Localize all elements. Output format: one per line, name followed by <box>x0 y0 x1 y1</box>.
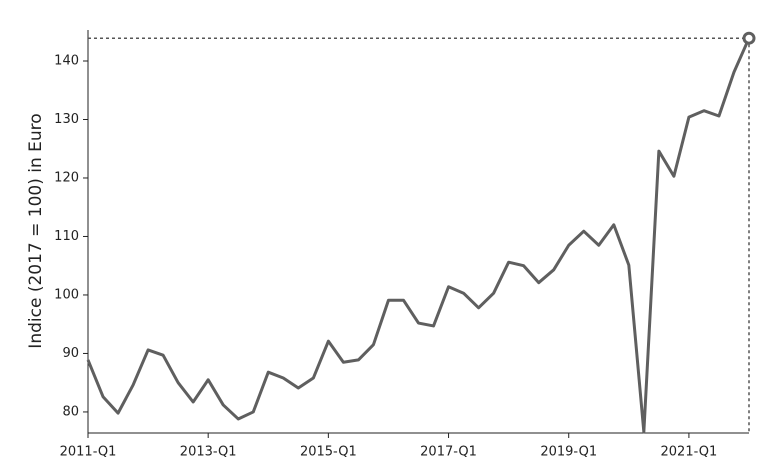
x-tick-label: 2019-Q1 <box>540 445 597 460</box>
y-tick-label: 110 <box>54 229 79 244</box>
y-tick-label: 100 <box>54 287 79 302</box>
max-marker <box>742 31 756 45</box>
x-tick-label: 2013-Q1 <box>180 445 237 460</box>
x-tick-label: 2021-Q1 <box>661 445 718 460</box>
line <box>86 37 751 434</box>
x-tick-label: 2017-Q1 <box>420 445 477 460</box>
y-tick-label: 90 <box>62 346 79 361</box>
y-tick-label: 80 <box>62 404 79 419</box>
y-axis-label: Indice (2017 = 100) in Euro <box>26 113 46 348</box>
x-tick-label: 2015-Q1 <box>300 445 357 460</box>
x-tick-label: 2011-Q1 <box>60 445 117 460</box>
y-tick-label: 140 <box>54 54 79 69</box>
y-tick-label: 120 <box>54 170 79 185</box>
y-tick-label: 130 <box>54 112 79 127</box>
